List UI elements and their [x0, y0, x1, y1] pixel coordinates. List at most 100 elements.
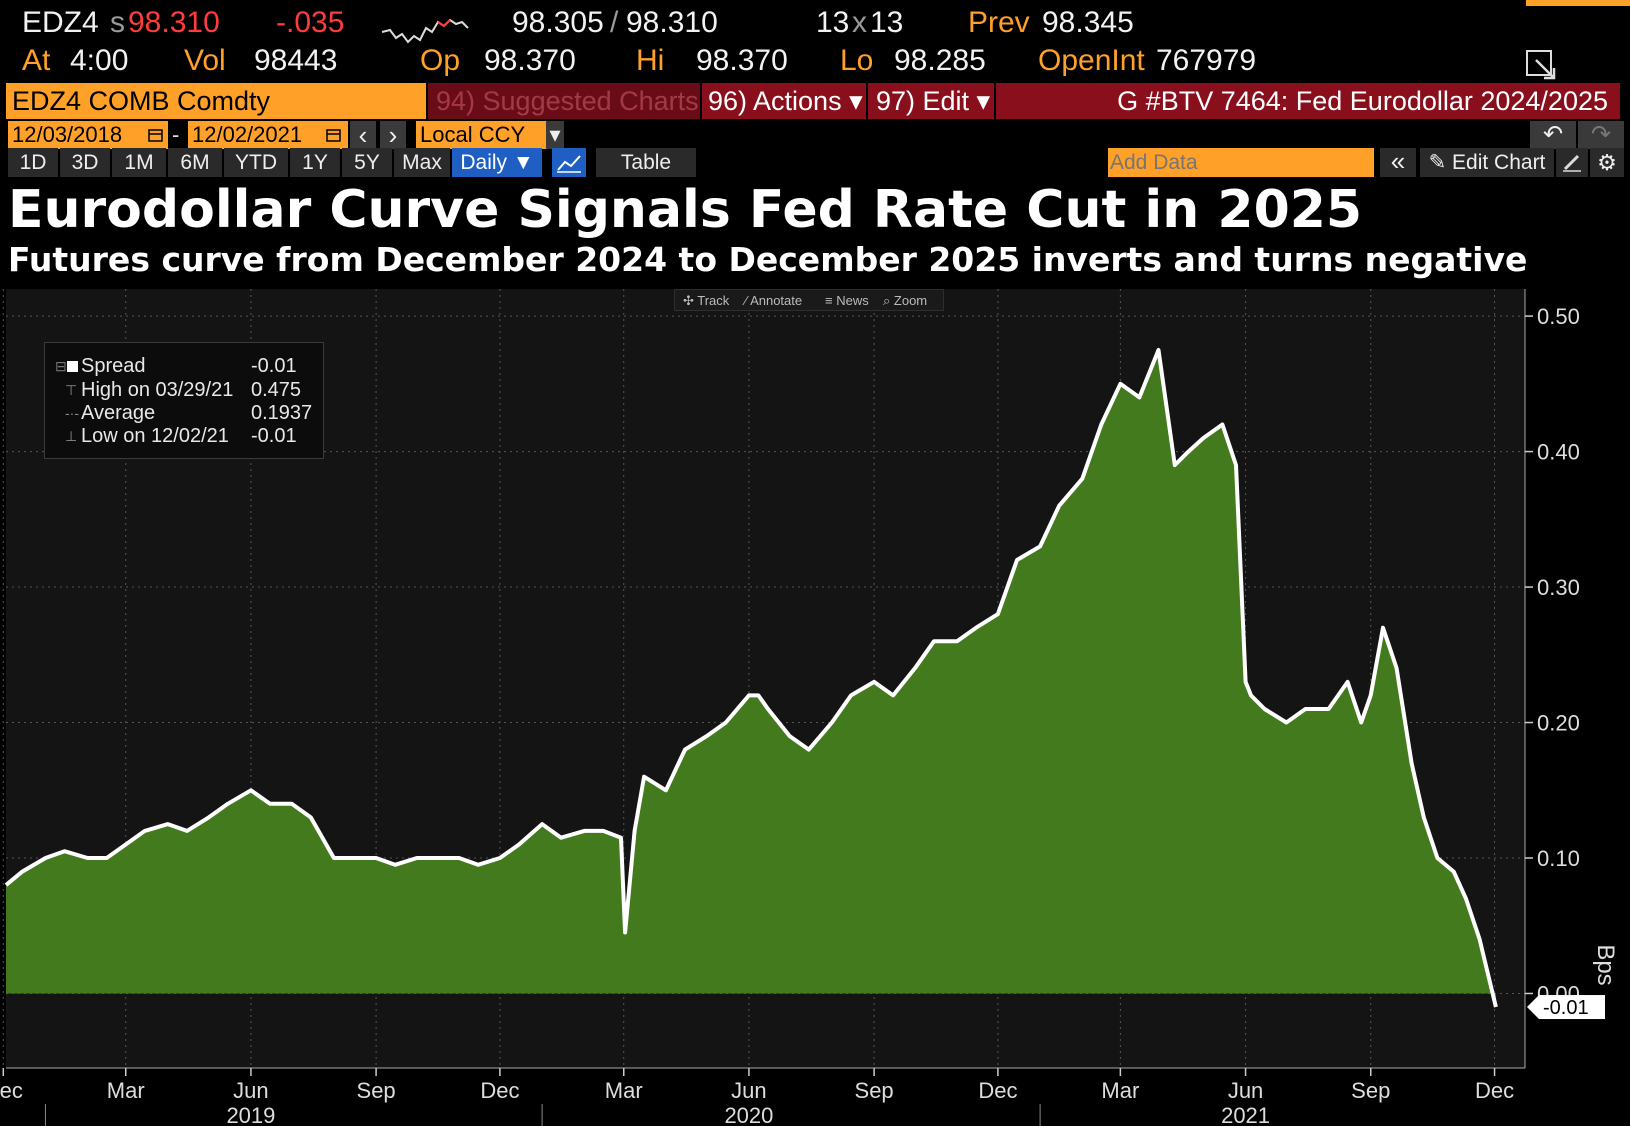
settings-button[interactable]: ⚙ [1590, 148, 1624, 177]
next-period-button[interactable]: › [380, 121, 406, 149]
redo-button[interactable]: ↷ [1578, 121, 1624, 149]
range-1d[interactable]: 1D [8, 148, 58, 177]
x-tick-label: Mar [1101, 1078, 1139, 1103]
x-tick-label: Jun [233, 1078, 268, 1103]
year-label: 2019 [226, 1103, 275, 1126]
undo-button[interactable]: ↶ [1530, 121, 1576, 149]
open-interest-value: 767979 [1156, 44, 1257, 77]
range-1m[interactable]: 1M [112, 148, 166, 177]
high-label: High on 03/29/21 [81, 379, 234, 401]
date-bar: 12/03/2018 - 12/02/2021 ‹ › Local CCY ▾ … [0, 121, 1630, 149]
spread-value: -0.01 [251, 355, 297, 377]
high-label: Hi [636, 44, 665, 77]
ask-size: 13 [870, 6, 904, 39]
track-button[interactable]: ✣ Track [683, 293, 730, 308]
legend-high: ⊤ High on 03/29/21 0.475 [45, 379, 325, 403]
menu-bar: EDZ4 COMB Comdty 94) Suggested Charts 96… [0, 83, 1630, 119]
low-label: Low on 12/02/21 [81, 425, 229, 447]
range-3d[interactable]: 3D [60, 148, 110, 177]
range-max[interactable]: Max [394, 148, 450, 177]
date-range-dash: - [172, 122, 180, 147]
range-1y[interactable]: 1Y [290, 148, 340, 177]
open-interest-label: OpenInt [1038, 44, 1145, 77]
y-axis: 0.000.100.200.300.400.50 [1524, 289, 1580, 1068]
ticker: EDZ4 [22, 6, 99, 39]
chart-toolbar: ✣ Track ⁄ Annotate ≡ News ⌕ Zoom [674, 289, 944, 311]
legend-collapse-icon[interactable]: ⊟ [55, 358, 67, 374]
bid-price: 98.305 [512, 6, 604, 39]
edit-chart-button[interactable]: ✎ Edit Chart [1420, 148, 1554, 177]
currency-value: Local CCY [420, 122, 526, 147]
add-data-field[interactable] [1108, 148, 1374, 177]
year-label: 2021 [1221, 1103, 1270, 1126]
chart-subtitle: Futures curve from December 2024 to Dece… [8, 240, 1528, 279]
collapse-button[interactable]: « [1380, 148, 1416, 177]
add-data-input[interactable] [1110, 150, 1372, 176]
low-marker-icon: ⊥ [65, 428, 78, 444]
status-strip [1526, 0, 1630, 6]
quote-line-1: EDZ4 s 98.310 -.035 98.305 / 98.310 13 x… [0, 6, 1630, 44]
legend-spread: ⊟ Spread -0.01 [45, 355, 325, 379]
zoom-button[interactable]: ⌕ Zoom [883, 293, 928, 308]
at-value: 4:00 [70, 44, 129, 77]
x-tick-label: Sep [357, 1078, 396, 1103]
end-date-input[interactable]: 12/02/2021 [188, 121, 348, 149]
x-tick-label: Jun [731, 1078, 766, 1103]
last-value-marker: -0.01 [1527, 995, 1605, 1020]
currency-select[interactable]: Local CCY [416, 121, 546, 149]
range-bar: 1D 3D 1M 6M YTD 1Y 5Y Max Daily ▼ Table … [0, 148, 1630, 178]
legend-low: ⊥ Low on 12/02/21 -0.01 [45, 425, 325, 449]
high-value: 98.370 [696, 44, 788, 77]
annotate-button[interactable]: ⁄ Annotate [745, 293, 803, 308]
x-tick-label: Sep [1351, 1078, 1390, 1103]
chart-legend[interactable]: ⊟ Spread -0.01 ⊤ High on 03/29/21 0.475 … [44, 342, 324, 459]
start-date-input[interactable]: 12/03/2018 [8, 121, 168, 149]
draw-tool-button[interactable] [1556, 148, 1588, 177]
size-separator: x [852, 6, 867, 39]
spread-line [4, 348, 1498, 1008]
vol-label: Vol [184, 44, 226, 77]
range-6m[interactable]: 6M [168, 148, 222, 177]
currency-dropdown-icon[interactable]: ▾ [546, 121, 564, 149]
table-button[interactable]: Table [596, 148, 696, 177]
average-label: Average [81, 402, 156, 424]
last-price: 98.310 [128, 6, 220, 39]
bid-size: 13 [816, 6, 850, 39]
ask-price: 98.310 [626, 6, 718, 39]
frequency-dropdown[interactable]: Daily ▼ [452, 148, 542, 177]
low-value: -0.01 [251, 425, 297, 447]
chart-id-title: G #BTV 7464: Fed Eurodollar 2024/2025 [996, 83, 1620, 119]
popout-icon[interactable] [1524, 48, 1558, 80]
average-value: 0.1937 [251, 402, 313, 424]
edit-menu[interactable]: 97) Edit ▾ [868, 83, 994, 119]
y-tick-label: 0.40 [1537, 440, 1580, 465]
pencil-icon [1563, 154, 1581, 172]
x-tick-label: Jun [1228, 1078, 1263, 1103]
security-field[interactable]: EDZ4 COMB Comdty [6, 83, 426, 119]
at-label: At [22, 44, 51, 77]
range-5y[interactable]: 5Y [342, 148, 392, 177]
actions-menu[interactable]: 96) Actions ▾ [702, 83, 866, 119]
calendar-icon[interactable] [326, 127, 342, 155]
suggested-charts-menu[interactable]: 94) Suggested Charts [428, 83, 700, 119]
chart-type-button[interactable] [552, 148, 586, 177]
y-tick-label: 0.30 [1537, 575, 1580, 600]
end-date-value: 12/02/2021 [192, 122, 303, 147]
prev-value: 98.345 [1042, 6, 1134, 39]
legend-average: -·- Average 0.1937 [45, 402, 325, 426]
calendar-icon[interactable] [148, 127, 164, 155]
low-value: 98.285 [894, 44, 986, 77]
range-ytd[interactable]: YTD [224, 148, 288, 177]
high-marker-icon: ⊤ [65, 382, 78, 398]
y-tick-label: 0.20 [1537, 711, 1580, 736]
x-tick-label: Mar [605, 1078, 643, 1103]
open-value: 98.370 [484, 44, 576, 77]
prev-label: Prev [968, 6, 1030, 39]
prev-period-button[interactable]: ‹ [350, 121, 376, 149]
average-marker-icon: -·- [65, 405, 79, 421]
price-change: -.035 [276, 6, 345, 39]
line-chart-icon [557, 155, 581, 173]
news-button[interactable]: ≡ News [825, 293, 869, 308]
x-tick-label: Dec [480, 1078, 519, 1103]
x-tick-label: Dec [978, 1078, 1017, 1103]
